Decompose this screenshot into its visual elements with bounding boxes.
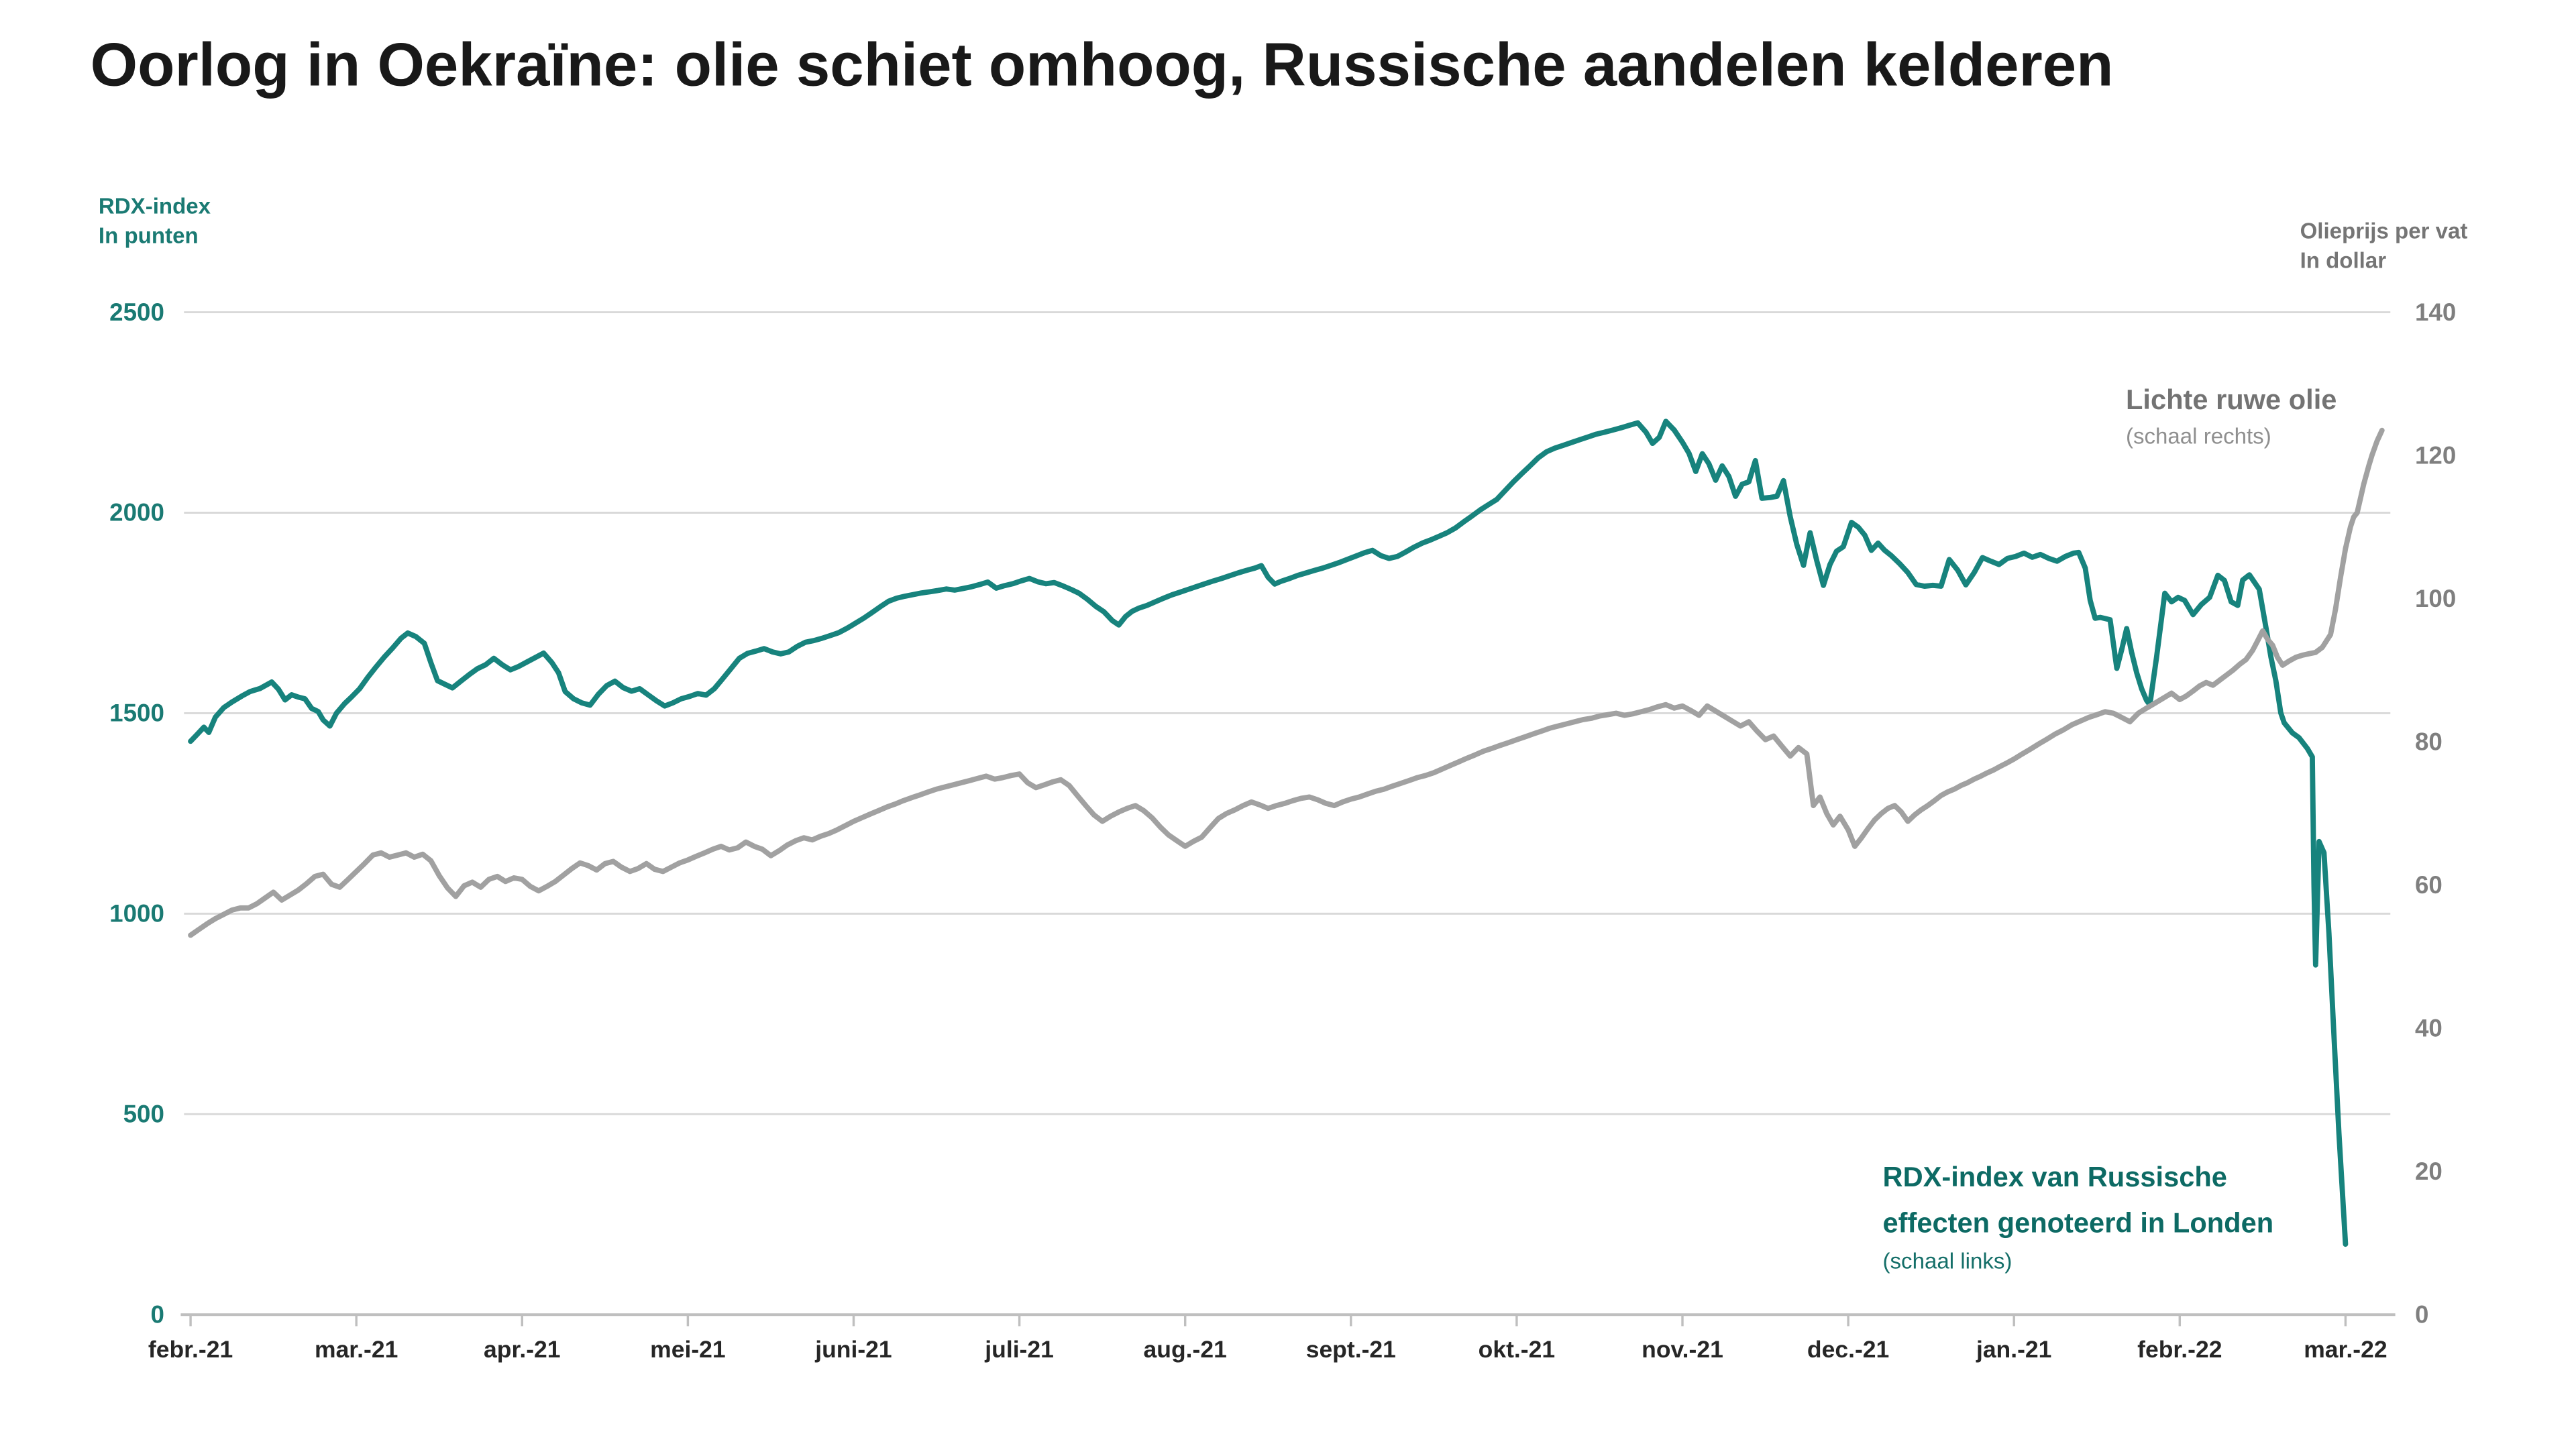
gridlines (184, 311, 2391, 1115)
left-axis-title-line2: In punten (99, 224, 199, 249)
x-axis-tick-label: dec.-21 (1807, 1336, 1889, 1363)
x-axis-tick-label: okt.-21 (1479, 1336, 1555, 1363)
left-axis-tick-label: 2500 (109, 298, 164, 326)
rdx-legend-subtitle: (schaal links) (1883, 1249, 2012, 1274)
x-axis-tick-label: apr.-21 (484, 1336, 560, 1363)
oil-legend-title: Lichte ruwe olie (2126, 384, 2337, 415)
right-axis-tick-label: 80 (2415, 728, 2443, 755)
left-axis-tick-labels: 2500 2000 1500 1000 500 0 (109, 298, 164, 1329)
left-axis-tick-label: 2000 (109, 499, 164, 526)
right-axis-tick-label: 60 (2415, 871, 2443, 899)
right-axis-tick-label: 140 (2415, 298, 2456, 326)
right-axis-tick-labels: 140 120 100 80 60 40 20 0 (2415, 298, 2456, 1329)
x-axis-tick-label: febr.-22 (2137, 1336, 2222, 1363)
oil-legend-subtitle: (schaal rechts) (2126, 425, 2271, 449)
x-axis-tick-labels: febr.-21 mar.-21 apr.-21 mei-21 juni-21 juli-… (148, 1336, 2387, 1363)
right-axis-title-line2: In dollar (2300, 248, 2387, 273)
right-axis-tick-label: 120 (2415, 441, 2456, 469)
left-axis-tick-label: 1500 (109, 699, 164, 727)
right-axis-tick-label: 20 (2415, 1158, 2443, 1185)
rdx-line (188, 418, 2349, 1247)
x-axis-tick-label: mar.-21 (315, 1336, 398, 1363)
rdx-legend-title-line1: RDX-index van Russische (1883, 1161, 2227, 1192)
data-series (188, 418, 2385, 1247)
x-axis-line-and-ticks (180, 1313, 2396, 1327)
x-axis-tick-label: mei-21 (650, 1336, 726, 1363)
x-axis-tick-label: febr.-21 (148, 1336, 233, 1363)
x-axis-tick-label: mar.-22 (2304, 1336, 2387, 1363)
left-axis-tick-label: 1000 (109, 900, 164, 928)
x-axis-tick-label: jan.-21 (1976, 1336, 2051, 1363)
x-axis-tick-label: juni-21 (814, 1336, 892, 1363)
oil-line (188, 427, 2385, 938)
rdx-legend-title-line2: effecten genoteerd in Londen (1883, 1207, 2274, 1239)
right-axis-title-line1: Olieprijs per vat (2300, 219, 2468, 243)
x-axis-tick-label: juli-21 (984, 1336, 1054, 1363)
left-axis-tick-label: 0 (150, 1301, 164, 1329)
right-axis-tick-label: 0 (2415, 1301, 2428, 1329)
left-axis-title-line1: RDX-index (99, 194, 211, 219)
x-axis-tick-label: sept.-21 (1306, 1336, 1396, 1363)
right-axis-tick-label: 40 (2415, 1014, 2443, 1042)
right-axis-tick-label: 100 (2415, 585, 2456, 612)
x-axis-tick-label: nov.-21 (1642, 1336, 1723, 1363)
left-axis-tick-label: 500 (123, 1101, 164, 1128)
chart-title: Oorlog in Oekraïne: olie schiet omhoog, … (91, 31, 2114, 99)
x-axis-tick-label: aug.-21 (1144, 1336, 1227, 1363)
